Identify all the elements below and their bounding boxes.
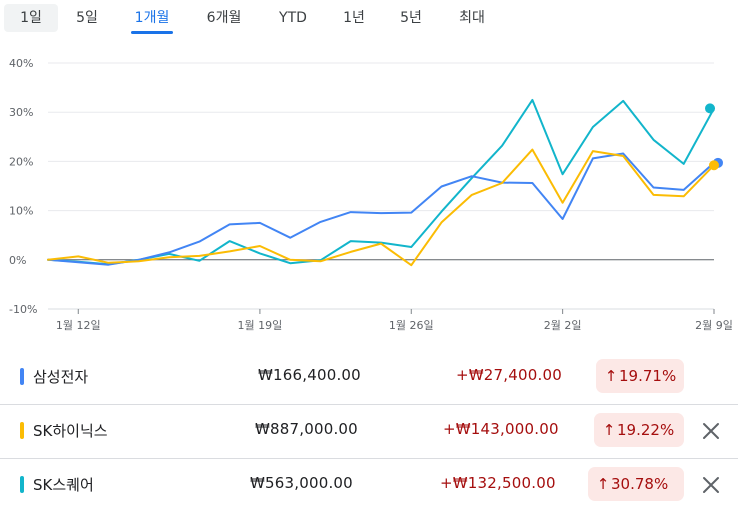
comparison-line-chart[interactable]: 40% 30% 20% 10% 0% -10% 1월 12일 1월 19일 1월 26일 2월 … <box>0 36 750 344</box>
arrow-up-icon: ↑ <box>602 421 616 439</box>
tab-label: 5년 <box>400 10 422 26</box>
end-marker-sk-hynix <box>709 160 719 171</box>
remove-comparison-button[interactable] <box>699 419 723 443</box>
tab-max[interactable]: 최대 <box>452 4 492 32</box>
stock-name: SK스퀘어 <box>33 476 94 494</box>
tab-5y[interactable]: 5년 <box>394 4 428 32</box>
remove-comparison-button[interactable] <box>699 473 723 497</box>
tab-5d[interactable]: 5일 <box>65 4 109 32</box>
price-change: +₩132,500.00 <box>440 474 556 492</box>
tab-1m[interactable]: 1개월 <box>131 4 173 34</box>
chart-series <box>47 98 715 267</box>
x-tick-label: 2월 2일 <box>544 318 582 332</box>
price-change: +₩143,000.00 <box>443 420 559 438</box>
stock-row-sk-square[interactable]: SK스퀘어 ₩563,000.00 +₩132,500.00 ↑ 30.78% <box>0 458 738 512</box>
x-tick-label: 1월 12일 <box>56 318 101 332</box>
percent-change-value: 30.78% <box>611 475 669 493</box>
tab-1y[interactable]: 1년 <box>338 4 370 32</box>
y-tick-label: 20% <box>9 155 33 168</box>
tab-label: 6개월 <box>206 10 242 26</box>
y-tick-label: 10% <box>9 205 33 218</box>
y-tick-label: 40% <box>9 57 33 70</box>
series-color-swatch <box>20 368 24 385</box>
percent-change-badge: ↑ 19.71% <box>596 359 684 393</box>
series-color-swatch <box>20 422 24 439</box>
range-tabs: 1일 5일 1개월 6개월 YTD 1년 5년 최대 <box>0 0 750 36</box>
close-icon <box>703 423 719 439</box>
end-marker-sk-square <box>705 103 715 114</box>
series-color-swatch <box>20 476 24 493</box>
tab-label: 5일 <box>76 10 98 26</box>
tab-label: 최대 <box>459 10 485 26</box>
chart-grid <box>48 62 714 310</box>
tab-label: 1일 <box>20 10 42 26</box>
series-line-samsung <box>47 152 715 266</box>
stock-price: ₩887,000.00 <box>255 420 358 438</box>
y-tick-label: -10% <box>9 303 37 316</box>
y-axis-labels: 40% 30% 20% 10% 0% -10% <box>9 57 37 316</box>
x-tick-label: 1월 19일 <box>238 318 283 332</box>
stock-name: 삼성전자 <box>33 368 89 386</box>
tab-label: 1개월 <box>134 10 170 26</box>
tab-active-indicator <box>131 31 173 34</box>
close-icon <box>703 477 719 493</box>
arrow-up-icon: ↑ <box>596 475 610 493</box>
stock-name: SK하이닉스 <box>33 422 108 440</box>
percent-change-badge: ↑ 19.22% <box>594 413 684 447</box>
series-line-sk-hynix <box>47 148 715 267</box>
stock-price: ₩166,400.00 <box>258 366 361 384</box>
stock-price: ₩563,000.00 <box>250 474 353 492</box>
price-change: +₩27,400.00 <box>456 366 562 384</box>
x-tick-label: 1월 26일 <box>389 318 434 332</box>
tab-6m[interactable]: 6개월 <box>199 4 249 32</box>
arrow-up-icon: ↑ <box>604 367 618 385</box>
y-tick-label: 0% <box>9 254 26 267</box>
y-tick-label: 30% <box>9 106 33 119</box>
stock-row-sk-hynix[interactable]: SK하이닉스 ₩887,000.00 +₩143,000.00 ↑ 19.22% <box>0 404 738 458</box>
percent-change-badge: ↑ 30.78% <box>588 467 684 501</box>
percent-change-value: 19.22% <box>617 421 675 439</box>
x-tick-label: 2월 9일 <box>695 318 733 332</box>
tab-ytd[interactable]: YTD <box>271 4 315 32</box>
chart-end-markers <box>705 103 723 171</box>
series-line-sk-square <box>47 98 715 266</box>
x-axis: 1월 12일 1월 19일 1월 26일 2월 2일 2월 9일 <box>48 308 733 332</box>
tab-1d[interactable]: 1일 <box>4 4 58 32</box>
stock-row-samsung[interactable]: 삼성전자 ₩166,400.00 +₩27,400.00 ↑ 19.71% <box>0 351 738 404</box>
tab-label: 1년 <box>343 10 365 26</box>
tab-label: YTD <box>279 10 307 26</box>
percent-change-value: 19.71% <box>619 367 677 385</box>
